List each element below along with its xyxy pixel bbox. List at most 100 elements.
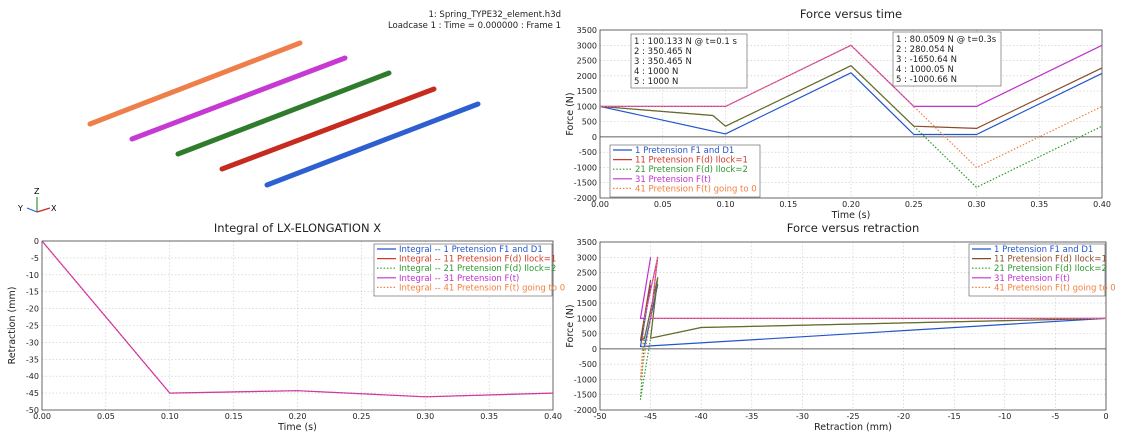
- y-tick-label: -30: [26, 338, 39, 347]
- x-tick-label: 0.00: [33, 412, 51, 421]
- chart-force-time: Force versus time 0.00 0.05 0.10 0.15 0.20 0.2…: [565, 7, 1111, 221]
- annotation-line: 5 : -1000.66 N: [896, 75, 957, 85]
- x-tick-label: 0.15: [225, 412, 243, 421]
- y-tick-label: 1000: [577, 102, 597, 111]
- triad-y: Y: [17, 204, 23, 213]
- series-line-5: [639, 256, 1106, 381]
- x-tick-label: -50: [593, 412, 606, 421]
- y-tick-label: 500: [582, 330, 597, 339]
- x-tick-label: -35: [745, 412, 758, 421]
- annotation-line: 3 : 350.465 N: [634, 57, 692, 67]
- triad-x: X: [51, 204, 57, 213]
- series-line-1: [639, 284, 1107, 348]
- x-tick-label: -25: [846, 412, 859, 421]
- y-tick-label: 3000: [577, 253, 597, 262]
- chart-title: Force versus retraction: [787, 222, 920, 235]
- spring-2[interactable]: [129, 55, 348, 142]
- series-line-4: [600, 44, 1103, 108]
- annotation-line: 4 : 1000.05 N: [896, 65, 954, 75]
- y-tick-label: 1500: [577, 87, 597, 96]
- x-tick-label: -40: [695, 412, 708, 421]
- annotation-line: 1 : 100.133 N @ t=0.1 s: [634, 37, 737, 47]
- series-line-2: [639, 277, 1107, 342]
- x-tick-label: 0.00: [591, 200, 609, 209]
- y-axis-label: Force (N): [565, 92, 576, 135]
- x-tick-label: -45: [644, 412, 657, 421]
- x-tick-label: 0.25: [905, 200, 923, 209]
- legend-entry: Integral -- 11 Pretension F(d) Ilock=1: [399, 255, 556, 265]
- y-tick-label: 3500: [577, 238, 597, 247]
- y-tick-label: 2000: [577, 284, 597, 293]
- series-line-2: [41, 240, 554, 398]
- x-tick-label: 0: [1103, 412, 1108, 421]
- y-tick-label: -1000: [574, 375, 597, 384]
- y-tick-label: 1500: [577, 299, 597, 308]
- legend-entry: Integral -- 21 Pretension F(d) Ilock=2: [399, 264, 556, 274]
- annotation-line: 5 : 1000 N: [634, 77, 678, 87]
- x-tick-label: 0.25: [352, 412, 370, 421]
- annotation-line: 2 : 350.465 N: [634, 47, 692, 57]
- loadcase-label: Loadcase 1 : Time = 0.000000 : Frame 1: [387, 21, 561, 31]
- file-label: 1: Spring_TYPE32_element.h3d: [428, 10, 561, 20]
- x-tick-label: 0.20: [842, 200, 860, 209]
- axis-triad: Z X Y: [17, 187, 57, 213]
- legend-entry: 11 Pretension F(d) Ilock=1: [994, 255, 1107, 265]
- x-tick-label: 0.30: [968, 200, 986, 209]
- annotation-line: 2 : 280.054 N: [896, 45, 954, 55]
- x-tick-label: 0.15: [779, 200, 797, 209]
- legend-entry: 11 Pretension F(d) Ilock=1: [635, 156, 748, 166]
- legend-box: [968, 243, 1106, 297]
- spring-4[interactable]: [219, 86, 437, 172]
- chart-integral-elongation: Integral of LX-ELONGATION X 0.00 0.05 0.10 0…: [7, 222, 565, 433]
- x-tick-label: 0.05: [97, 412, 115, 421]
- x-tick-label: -5: [1051, 412, 1059, 421]
- y-axis-label: Retraction (mm): [7, 287, 18, 365]
- x-axis-label: Retraction (mm): [814, 422, 892, 433]
- y-tick-label: 2500: [577, 57, 597, 66]
- x-tick-label: -15: [948, 412, 961, 421]
- legend-entry: 1 Pretension F1 and D1: [994, 245, 1093, 255]
- legend-box: [373, 243, 553, 297]
- legend-entry: 21 Pretension F(d) Ilock=2: [994, 264, 1107, 274]
- y-tick-label: 0: [592, 345, 597, 354]
- x-tick-label: 0.35: [480, 412, 498, 421]
- annotation-line: 4 : 1000 N: [634, 67, 678, 77]
- annotation-box-1: 1 : 100.133 N @ t=0.1 s2 : 350.465 N3 : …: [630, 33, 748, 89]
- model-viewport[interactable]: 1: Spring_TYPE32_element.h3d Loadcase 1 …: [0, 0, 565, 222]
- y-tick-label: 500: [582, 118, 597, 127]
- y-tick-label: -1500: [574, 391, 597, 400]
- x-tick-label: 0.35: [1030, 200, 1048, 209]
- series-line-3: [639, 277, 1107, 400]
- x-axis-label: Time (s): [277, 422, 317, 433]
- chart-force-retraction: Force versus retraction-50 -45 -40 -35 -30 -2…: [565, 222, 1116, 433]
- y-tick-label: -20: [26, 305, 39, 314]
- x-tick-label: 0.40: [1093, 200, 1111, 209]
- y-tick-label: 0: [34, 237, 39, 246]
- springs-canvas: Z X Y: [17, 40, 481, 213]
- legend-entry: 31 Pretension F(t): [635, 175, 711, 185]
- x-tick-label: 0.40: [544, 412, 562, 421]
- y-tick-label: -5: [31, 254, 39, 263]
- legend-entry: Integral -- 41 Pretension F(t) going to …: [399, 283, 565, 293]
- legend-box: [609, 144, 761, 198]
- x-tick-label: 0.10: [717, 200, 735, 209]
- legend-entry: 41 Pretension F(t) going to 0: [635, 184, 757, 194]
- y-tick-label: -500: [579, 148, 597, 157]
- y-tick-label: -50: [26, 406, 39, 415]
- annotation-line: 3 : -1650.64 N: [896, 55, 957, 65]
- spring-3[interactable]: [175, 70, 392, 157]
- y-tick-label: 3500: [577, 26, 597, 35]
- legend-entry: Integral -- 31 Pretension F(t): [399, 274, 519, 284]
- y-tick-label: -35: [26, 355, 39, 364]
- x-axis-label: Time (s): [831, 210, 871, 221]
- spring-5[interactable]: [264, 101, 481, 188]
- y-tick-label: 2500: [577, 269, 597, 278]
- plot-frame: [41, 240, 554, 411]
- series-line-1: [599, 72, 1103, 136]
- legend-entry: Integral -- 1 Pretension F1 and D1: [399, 245, 543, 255]
- x-tick-label: 0.30: [416, 412, 434, 421]
- annotation-frame: [892, 31, 1002, 87]
- spring-1[interactable]: [87, 40, 303, 127]
- series-line-3: [599, 65, 1103, 188]
